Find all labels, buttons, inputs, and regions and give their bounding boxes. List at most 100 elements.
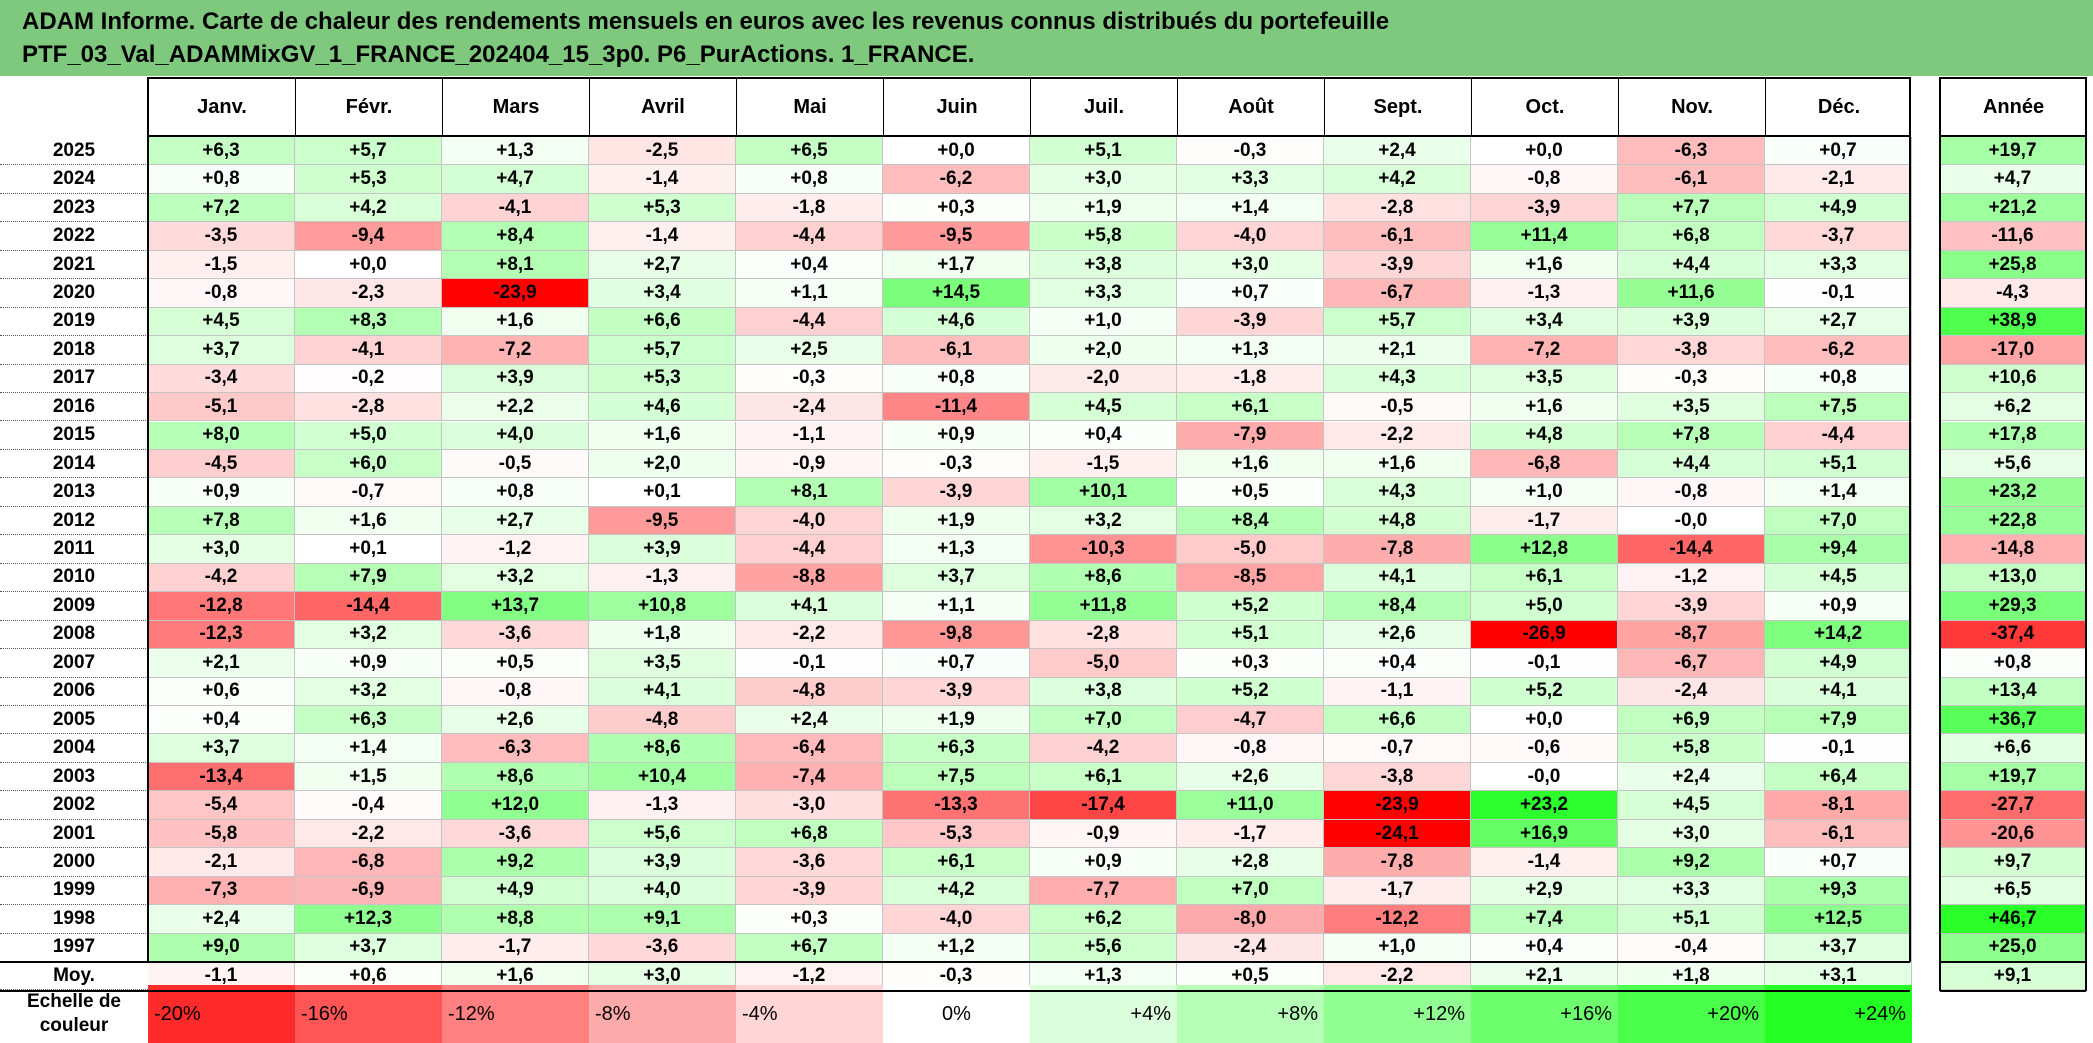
heatmap-cell: -4,8 <box>589 706 736 735</box>
heatmap-cell: +9,4 <box>1765 535 1912 564</box>
heatmap-cell: +1,1 <box>883 592 1030 621</box>
heatmap-cell: -3,9 <box>883 677 1030 706</box>
heatmap-cell: -26,9 <box>1471 620 1618 650</box>
heatmap-cell: +1,0 <box>1030 307 1177 337</box>
heatmap-cell: +0,7 <box>883 649 1030 678</box>
heatmap-cell: +4,5 <box>1618 791 1765 820</box>
heatmap-cell: +2,1 <box>1324 336 1471 365</box>
heatmap-cell: -7,2 <box>1471 336 1618 365</box>
heatmap-cell: -2,2 <box>295 819 442 849</box>
heatmap-cell: -4,4 <box>1765 421 1912 450</box>
heatmap-cell: -23,9 <box>1324 791 1471 820</box>
heatmap-cell: -6,1 <box>883 336 1030 365</box>
heatmap-cell: -1,7 <box>1324 876 1471 906</box>
heatmap-cell: +12,8 <box>1471 535 1618 564</box>
color-scale-swatch: -16% <box>295 985 442 1043</box>
heatmap-cell: +3,3 <box>1765 250 1912 280</box>
heatmap-cell: -3,6 <box>442 620 589 650</box>
month-header: Juil. <box>1030 79 1177 135</box>
heatmap-cell: -0,9 <box>736 449 883 479</box>
heatmap-cell: +0,8 <box>736 165 883 194</box>
heatmap-cell: +3,7 <box>295 933 442 963</box>
month-header: Nov. <box>1618 79 1765 135</box>
heatmap-cell: +4,4 <box>1618 250 1765 280</box>
heatmap-cell: +4,2 <box>1324 165 1471 194</box>
title-line-1: ADAM Informe. Carte de chaleur des rende… <box>22 8 1390 35</box>
heatmap-cell: -1,4 <box>1471 848 1618 877</box>
heatmap-cell: -1,1 <box>736 421 883 450</box>
heatmap-cell: -3,6 <box>736 848 883 877</box>
heatmap-cell: +5,3 <box>589 193 736 223</box>
annual-return-cell: +23,2 <box>1940 478 2086 507</box>
heatmap-cell: -3,7 <box>1765 222 1912 251</box>
heatmap-cell: +4,5 <box>1030 393 1177 422</box>
heatmap-cell: -4,1 <box>442 193 589 223</box>
row-year-label: 2002 <box>0 791 148 820</box>
heatmap-cell: +9,2 <box>1618 848 1765 877</box>
heatmap-cell: +0,3 <box>1177 649 1324 678</box>
month-header: Oct. <box>1471 79 1618 135</box>
heatmap-cell: -6,1 <box>1324 222 1471 251</box>
row-year-label: 2007 <box>0 649 148 678</box>
heatmap-cell: -0,8 <box>442 677 589 706</box>
heatmap-cell: +11,8 <box>1030 592 1177 621</box>
heatmap-cell: -0,1 <box>1765 279 1912 308</box>
heatmap-cell: +14,2 <box>1765 620 1912 650</box>
annual-return-cell: +13,4 <box>1940 677 2086 706</box>
annual-return-cell: +25,0 <box>1940 933 2086 963</box>
heatmap-cell: +3,2 <box>442 563 589 593</box>
heatmap-cell: +8,1 <box>736 478 883 507</box>
heatmap-cell: +4,9 <box>442 876 589 906</box>
color-scale-label-line-2: couleur <box>39 1015 109 1036</box>
heatmap-cell: -13,3 <box>883 791 1030 820</box>
heatmap-cell: +2,7 <box>442 506 589 536</box>
row-year-label: 2013 <box>0 478 148 507</box>
annual-return-cell: +25,8 <box>1940 250 2086 280</box>
heatmap-cell: +8,4 <box>1177 506 1324 536</box>
heatmap-cell: +1,0 <box>1324 933 1471 963</box>
heatmap-cell: +5,2 <box>1177 677 1324 706</box>
color-scale-swatch: 0% <box>883 985 1030 1043</box>
heatmap-cell: -3,9 <box>736 876 883 906</box>
heatmap-cell: +7,0 <box>1177 876 1324 906</box>
heatmap-cell: -10,3 <box>1030 535 1177 564</box>
heatmap-cell: +0,4 <box>736 250 883 280</box>
annual-return-cell: +22,8 <box>1940 506 2086 536</box>
heatmap-cell: -8,1 <box>1765 791 1912 820</box>
heatmap-cell: -0,3 <box>1618 364 1765 394</box>
row-year-label: 2010 <box>0 563 148 593</box>
heatmap-cell: -6,8 <box>1471 449 1618 479</box>
heatmap-cell: +3,5 <box>589 649 736 678</box>
heatmap-cell: +3,3 <box>1177 165 1324 194</box>
heatmap-cell: -0,8 <box>1618 478 1765 507</box>
heatmap-cell: +0,1 <box>295 535 442 564</box>
annual-return-cell: -27,7 <box>1940 791 2086 820</box>
heatmap-cell: -2,1 <box>148 848 295 877</box>
heatmap-cell: +2,4 <box>1324 137 1471 166</box>
heatmap-cell: +14,5 <box>883 279 1030 308</box>
annual-return-cell: +46,7 <box>1940 905 2086 934</box>
heatmap-cell: -3,9 <box>1618 592 1765 621</box>
heatmap-cell: +3,3 <box>1030 279 1177 308</box>
heatmap-cell: -8,0 <box>1177 905 1324 934</box>
heatmap-cell: +3,8 <box>1030 250 1177 280</box>
heatmap-cell: -2,4 <box>1177 933 1324 963</box>
heatmap-cell: +3,0 <box>148 535 295 564</box>
heatmap-cell: +11,4 <box>1471 222 1618 251</box>
heatmap-cell: -14,4 <box>295 592 442 621</box>
heatmap-cell: +13,7 <box>442 592 589 621</box>
heatmap-cell: +5,8 <box>1618 734 1765 763</box>
heatmap-cell: -4,2 <box>1030 734 1177 763</box>
heatmap-cell: -6,9 <box>295 876 442 906</box>
heatmap-cell: +0,5 <box>442 649 589 678</box>
heatmap-cell: -8,7 <box>1618 620 1765 650</box>
heatmap-cell: -7,7 <box>1030 876 1177 906</box>
heatmap-cell: +2,6 <box>442 706 589 735</box>
heatmap-cell: -2,3 <box>295 279 442 308</box>
annual-return-cell: +5,6 <box>1940 449 2086 479</box>
heatmap-cell: -5,3 <box>883 819 1030 849</box>
heatmap-cell: +7,0 <box>1030 706 1177 735</box>
heatmap-cell: -13,4 <box>148 762 295 792</box>
row-year-label: 2008 <box>0 620 148 650</box>
